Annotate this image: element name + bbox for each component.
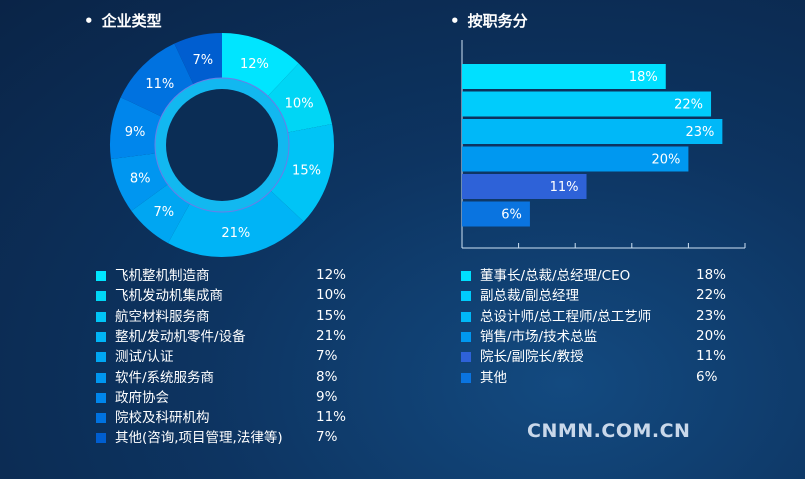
bar-label: 23% (685, 125, 714, 140)
legend-label: 软件/系统服务商 (115, 369, 215, 386)
legend-value: 21% (316, 327, 347, 344)
legend-item: 飞机整机制造商 (96, 266, 210, 286)
legend-value: 7% (316, 429, 338, 446)
legend-item: 整机/发动机零件/设备 (96, 327, 246, 347)
legend-label: 销售/市场/技术总监 (480, 328, 598, 345)
legend-label: 飞机整机制造商 (115, 268, 210, 284)
legend-label: 政府协会 (115, 389, 169, 406)
legend-swatch (461, 372, 471, 383)
bar[interactable] (462, 146, 689, 172)
donut-slice-label: 10% (285, 97, 314, 112)
legend-label: 其他(咨询,项目管理,法律等) (115, 430, 283, 447)
legend-swatch (96, 271, 106, 281)
donut-slice[interactable] (110, 152, 174, 211)
legend-value: 11% (316, 409, 347, 426)
legend-value: 20% (696, 327, 727, 344)
legend-swatch (96, 311, 106, 322)
donut-slice[interactable] (174, 33, 222, 91)
bar-label: 18% (629, 70, 658, 85)
bar-title: 按职务分 (450, 10, 528, 31)
legend-value: 22% (696, 287, 727, 304)
legend-value: 10% (316, 287, 347, 304)
legend-label: 副总裁/副总经理 (480, 288, 580, 305)
legend-value: 15% (316, 307, 347, 324)
legend-label: 总设计师/总工程师/总工艺师 (480, 308, 652, 325)
legend-item: 测试/认证 (96, 347, 174, 367)
legend-item: 院长/副院长/教授 (461, 347, 584, 367)
donut-title: 企业类型 (84, 10, 162, 31)
donut-hole (166, 89, 278, 201)
donut-slice-label: 7% (153, 205, 174, 220)
legend-label: 整机/发动机零件/设备 (115, 328, 246, 345)
legend-swatch (96, 352, 106, 363)
legend-value: 9% (316, 388, 338, 405)
donut-slice-label: 8% (130, 171, 151, 186)
legend-swatch (461, 291, 471, 302)
legend-value: 8% (316, 368, 338, 385)
donut-slice-label: 15% (292, 164, 321, 179)
bar-label: 22% (674, 98, 703, 113)
donut-slice-label: 21% (221, 226, 250, 241)
legend-item: 院校及科研机构 (96, 408, 210, 428)
legend-swatch (96, 392, 106, 403)
legend-item: 总设计师/总工程师/总工艺师 (461, 307, 651, 327)
legend-swatch (461, 352, 471, 363)
legend-swatch (96, 291, 106, 302)
legend-swatch (461, 311, 471, 322)
legend-item: 政府协会 (96, 388, 169, 408)
donut-slice-label: 9% (125, 125, 146, 140)
legend-swatch (96, 413, 106, 424)
legend-swatch (96, 372, 106, 383)
bar[interactable] (462, 64, 666, 89)
bar[interactable] (462, 201, 530, 227)
legend-item: 航空材料服务商 (96, 307, 210, 327)
donut-slice-label: 7% (192, 53, 213, 68)
legend-item: 软件/系统服务商 (96, 368, 214, 388)
legend-label: 飞机发动机集成商 (115, 288, 223, 305)
legend-label: 院长/副院长/教授 (480, 349, 584, 366)
legend-item: 销售/市场/技术总监 (461, 327, 597, 347)
legend-swatch (96, 433, 106, 444)
bar-label: 6% (501, 208, 522, 223)
donut-slice-label: 12% (240, 57, 269, 72)
bar[interactable] (462, 174, 587, 199)
bar-label: 11% (550, 180, 579, 195)
legend-item: 其他 (461, 368, 507, 388)
legend-swatch (461, 331, 471, 342)
legend-swatch (461, 271, 471, 281)
legend-swatch (96, 331, 106, 342)
legend-label: 航空材料服务商 (115, 308, 210, 325)
legend-label: 测试/认证 (115, 349, 174, 366)
legend-item: 飞机发动机集成商 (96, 286, 223, 306)
legend-value: 7% (316, 348, 338, 365)
donut-slice[interactable] (110, 97, 168, 160)
legend-value: 6% (696, 368, 718, 385)
legend-value: 18% (696, 267, 727, 283)
legend-value: 23% (696, 307, 727, 324)
legend-item: 其他(咨询,项目管理,法律等) (96, 428, 283, 448)
legend-label: 董事长/总裁/总经理/CEO (480, 268, 631, 284)
donut-slice[interactable] (131, 180, 194, 244)
legend-label: 其他 (480, 369, 507, 386)
legend-item: 副总裁/副总经理 (461, 286, 579, 306)
bar-label: 20% (651, 153, 680, 168)
bar[interactable] (462, 91, 712, 117)
brand-watermark: CNMN.COM.CN (527, 420, 691, 442)
legend-value: 12% (316, 267, 347, 283)
donut-slice-label: 11% (145, 77, 174, 92)
bar[interactable] (462, 119, 723, 144)
legend-value: 11% (696, 348, 727, 365)
legend-item: 董事长/总裁/总经理/CEO (461, 266, 630, 286)
legend-label: 院校及科研机构 (115, 410, 210, 427)
